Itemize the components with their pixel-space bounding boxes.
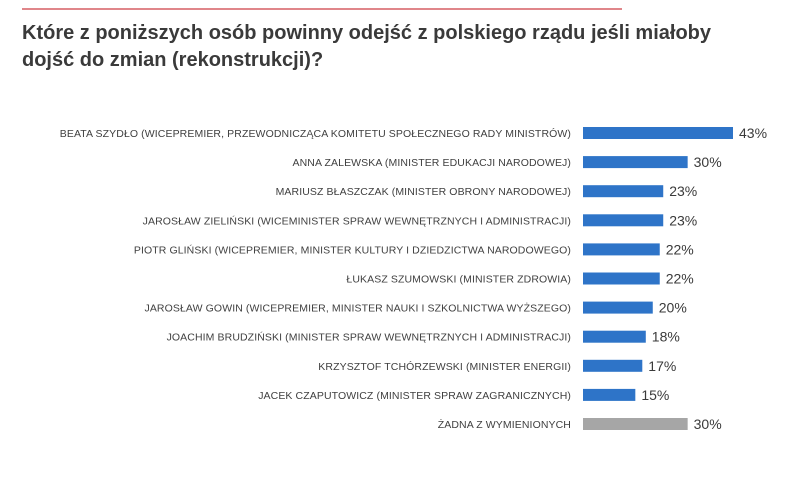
chart-title: Które z poniższych osób powinny odejść z… — [22, 20, 712, 74]
bar — [583, 214, 664, 227]
bar — [583, 156, 688, 169]
category-label: ŁUKASZ SZUMOWSKI (MINISTER ZDROWIA) — [346, 274, 571, 286]
category-label: ANNA ZALEWSKA (MINISTER EDUKACJI NARODOW… — [293, 157, 572, 169]
bar — [583, 301, 653, 314]
value-label: 22% — [666, 271, 694, 287]
category-label: PIOTR GLIŃSKI (WICEPREMIER, MINISTER KUL… — [134, 243, 571, 256]
bar — [583, 388, 636, 401]
top-accent-rule — [22, 8, 622, 10]
category-label: JACEK CZAPUTOWICZ (MINISTER SPRAW ZAGRAN… — [258, 390, 571, 402]
value-label: 23% — [669, 183, 697, 199]
value-label: 20% — [659, 300, 687, 316]
category-label: KRZYSZTOF TCHÓRZEWSKI (MINISTER ENERGII) — [318, 360, 571, 373]
category-label: MARIUSZ BŁASZCZAK (MINISTER OBRONY NAROD… — [276, 186, 571, 198]
bar — [583, 359, 643, 372]
chart-title-line-2: dojść do zmian (rekonstrukcji)? — [22, 49, 324, 71]
category-label: ŻADNA Z WYMIENIONYCH — [438, 418, 571, 431]
bar — [583, 127, 733, 139]
category-label: JAROSŁAW ZIELIŃSKI (WICEMINISTER SPRAW W… — [143, 214, 571, 227]
bar — [583, 243, 660, 256]
value-label: 30% — [694, 154, 722, 170]
chart-title-line-1: Które z poniższych osób powinny odejść z… — [22, 22, 712, 44]
value-label: 17% — [648, 358, 676, 374]
category-label: JOACHIM BRUDZIŃSKI (MINISTER SPRAW WEWNĘ… — [167, 331, 571, 344]
bar — [583, 418, 688, 430]
value-label: 23% — [669, 212, 697, 228]
category-label: JAROSŁAW GOWIN (WICEPREMIER, MINISTER NA… — [144, 302, 571, 315]
bar — [583, 185, 664, 198]
value-label: 43% — [739, 125, 767, 141]
value-label: 15% — [641, 387, 669, 403]
category-label: BEATA SZYDŁO (WICEPREMIER, PRZEWODNICZĄC… — [60, 127, 571, 140]
value-label: 30% — [694, 416, 722, 432]
value-label: 22% — [666, 241, 694, 257]
value-label: 18% — [652, 329, 680, 345]
bar — [583, 272, 660, 285]
bar — [583, 330, 646, 343]
